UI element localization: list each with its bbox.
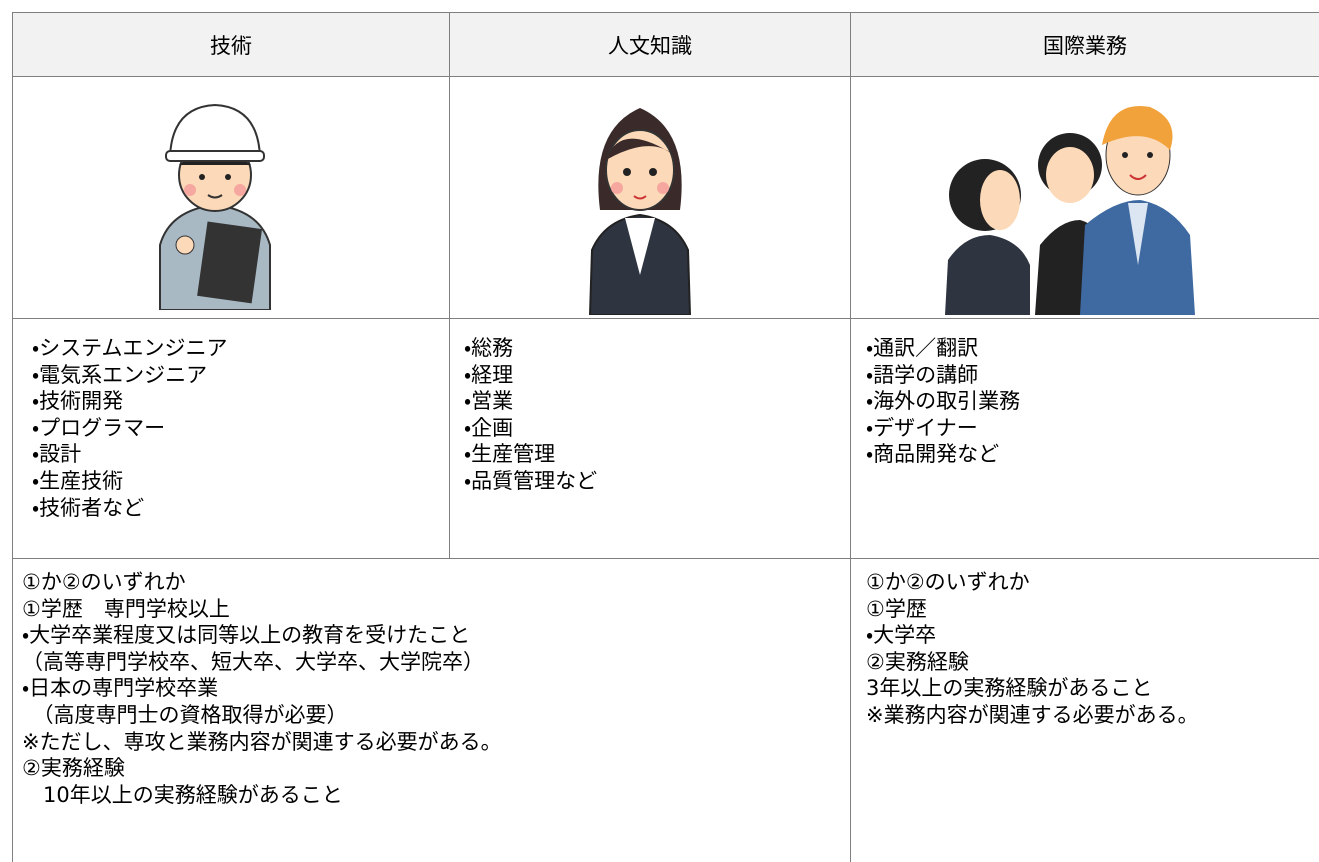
requirement-line: （高度専門士の資格取得が必要） xyxy=(22,702,348,727)
job-item: ・技術者など xyxy=(32,495,145,520)
job-item: ・電気系エンジニア xyxy=(32,362,208,387)
requirement-text: ①か②のいずれか ①学歴 ・大学卒 ②実務経験 3年以上の実務経験があること ※業務内容が… xyxy=(866,569,1199,729)
job-item: ・通訳／翻訳 xyxy=(866,336,979,360)
header-cell: 人文知識 xyxy=(450,13,850,76)
job-item: ・デザイナー xyxy=(866,415,978,440)
requirement-text: ①か②のいずれか ①学歴 専門学校以上 ・大学卒業程度又は同等以上の教育を受けたこと… xyxy=(22,569,502,808)
job-item: ・品質管理など xyxy=(464,468,598,493)
requirement-line: ①か②のいずれか xyxy=(866,570,1030,594)
job-item: ・商品開発など xyxy=(866,442,1000,467)
job-item: ・企画 xyxy=(464,415,514,440)
job-list: ・総務 ・経理 ・営業 ・企画 ・生産管理 ・品質管理など xyxy=(464,335,597,495)
job-item: ・総務 xyxy=(464,336,514,360)
border xyxy=(12,12,1319,13)
border xyxy=(12,318,1319,319)
requirement-line: ②実務経験 xyxy=(22,756,125,781)
border xyxy=(12,558,1319,559)
requirement-line: ・大学卒業程度又は同等以上の教育を受けたこと xyxy=(22,623,471,648)
job-list: ・システムエンジニア ・電気系エンジニア ・技術開発 ・プログラマー ・設計 ・生産技術・… xyxy=(32,335,228,521)
requirement-line: ①学歴 専門学校以上 xyxy=(22,596,230,621)
engineer-illustration xyxy=(159,103,271,310)
job-item: ・語学の講師 xyxy=(866,362,979,387)
requirement-line: ①学歴 xyxy=(866,596,927,621)
requirement-line: （高等専門学校卒、短大卒、大学卒、大学院卒） xyxy=(22,649,484,674)
requirement-line: 10年以上の実務経験があること xyxy=(22,782,343,807)
requirement-line: ・日本の専門学校卒業 xyxy=(22,676,219,701)
requirement-line: ②実務経験 xyxy=(866,649,969,674)
job-item: ・プログラマー xyxy=(32,415,166,440)
job-item: ・営業 xyxy=(464,389,514,414)
job-item: ・設計 xyxy=(32,442,82,467)
border xyxy=(12,12,13,862)
requirement-line: ・大学卒 xyxy=(866,623,937,648)
border xyxy=(449,12,450,558)
office-worker-illustration xyxy=(588,108,692,315)
job-item: ・システムエンジニア xyxy=(32,336,228,360)
job-list: ・通訳／翻訳 ・語学の講師 ・海外の取引業務 ・デザイナー ・商品開発など xyxy=(866,335,1020,468)
job-item: ・技術開発 xyxy=(32,389,124,414)
requirement-line: ※業務内容が関連する必要がある。 xyxy=(866,702,1199,727)
header-cell: 国際業務 xyxy=(851,13,1319,76)
requirement-line: ①か②のいずれか xyxy=(22,570,186,594)
border xyxy=(12,76,1319,77)
business-meeting-illustration xyxy=(945,106,1195,315)
job-item: ・経理 xyxy=(464,362,514,387)
requirement-line: ※ただし、専攻と業務内容が関連する必要がある。 xyxy=(22,729,502,754)
header-cell: 技術 xyxy=(13,13,449,76)
requirement-line: 3年以上の実務経験があること xyxy=(866,676,1153,701)
border xyxy=(850,12,851,862)
job-item: ・海外の取引業務 xyxy=(866,389,1021,414)
job-item: ・生産管理 xyxy=(464,442,556,467)
job-item: ・生産技術 xyxy=(32,468,124,493)
